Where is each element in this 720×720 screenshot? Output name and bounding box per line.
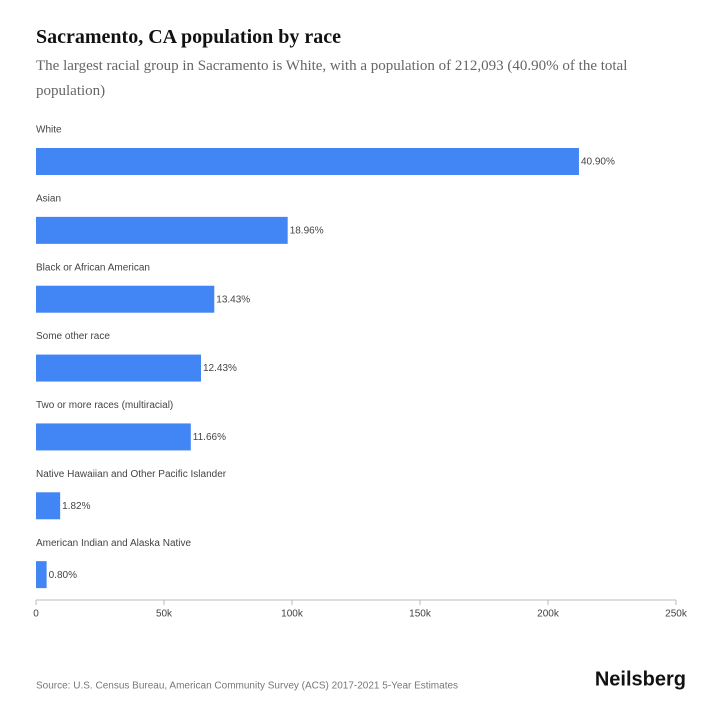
category-label: Native Hawaiian and Other Pacific Island…: [36, 469, 227, 480]
bar: [36, 216, 288, 244]
value-label: 0.80%: [49, 570, 77, 581]
category-label: Some other race: [36, 331, 110, 342]
category-label: White: [36, 125, 62, 136]
value-label: 1.82%: [62, 501, 90, 512]
bar: [36, 492, 61, 520]
category-label: Two or more races (multiracial): [36, 400, 173, 411]
x-tick-label: 250k: [665, 609, 688, 620]
bar: [36, 285, 215, 313]
bar: [36, 148, 579, 175]
x-tick-label: 50k: [156, 609, 173, 620]
source: Source: U.S. Census Bureau, American Com…: [36, 681, 458, 692]
category-label: Asian: [36, 193, 61, 204]
brand: Neilsberg: [595, 668, 686, 690]
bar: [36, 354, 202, 382]
value-label: 12.43%: [203, 363, 237, 374]
bar: [36, 561, 47, 589]
category-label: Black or African American: [36, 262, 150, 273]
value-label: 13.43%: [216, 294, 250, 305]
value-label: 11.66%: [193, 432, 226, 443]
x-tick-label: 200k: [537, 609, 560, 620]
category-label: American Indian and Alaska Native: [36, 538, 192, 549]
chart-subtitle: The largest racial group in Sacramento i…: [36, 58, 628, 99]
x-tick-label: 100k: [281, 609, 304, 620]
value-label: 40.90%: [581, 157, 615, 168]
bar: [36, 423, 191, 451]
value-label: 18.96%: [290, 225, 324, 236]
x-tick-label: 150k: [409, 609, 432, 620]
chart-title: Sacramento, CA population by race: [36, 26, 341, 48]
x-tick-label: 0: [33, 609, 39, 620]
